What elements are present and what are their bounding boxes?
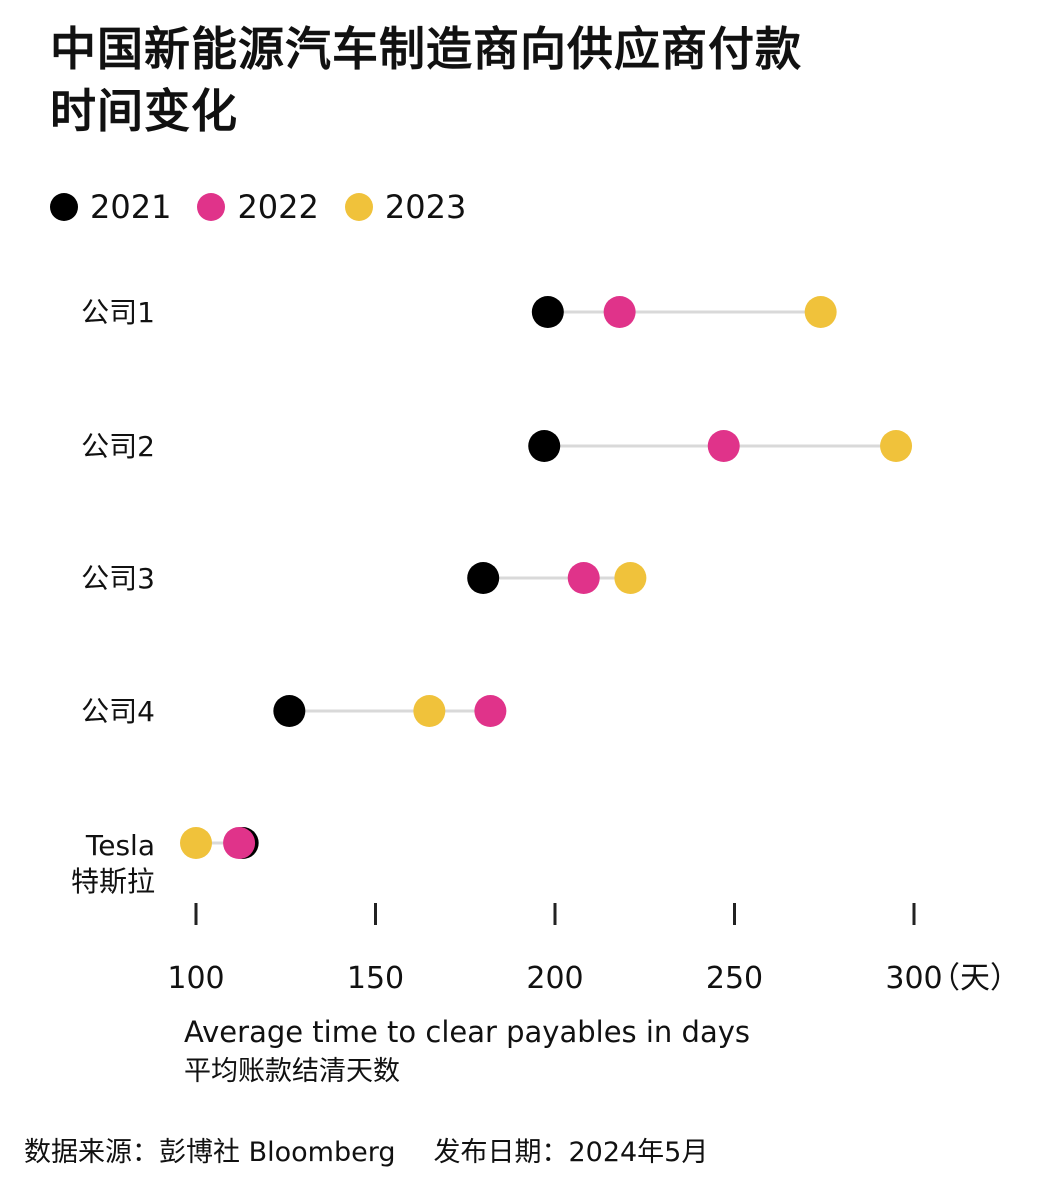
category-label-line: 公司1 <box>81 296 155 329</box>
dot-2022-row-5 <box>223 827 256 859</box>
legend-label-2021: 2021 <box>90 188 172 226</box>
dot-2021-row-3 <box>467 562 500 594</box>
source-text: 数据来源：彭博社 Bloomberg <box>24 1137 396 1168</box>
chart-title-line-1: 中国新能源汽车制造商向供应商付款 <box>50 22 802 76</box>
x-axis-title-en: Average time to clear payables in days <box>184 1015 750 1049</box>
x-tick-label-250: 250 <box>706 961 763 996</box>
chart-title: 中国新能源汽车制造商向供应商付款 时间变化 <box>50 18 950 142</box>
source-footer: 数据来源：彭博社 Bloomberg 发布日期：2024年5月 <box>24 1130 708 1169</box>
category-label-4: 公司4 <box>81 695 155 728</box>
legend-label-2023: 2023 <box>384 188 467 226</box>
x-tick-label-200: 200 <box>526 961 583 996</box>
legend-label-2022: 2022 <box>237 188 319 226</box>
dot-2023-row-5 <box>180 827 212 859</box>
category-label-line: 特斯拉 <box>71 865 155 898</box>
legend-item-2022: 2022 <box>197 188 319 226</box>
x-axis-title: Average time to clear payables in days 平… <box>184 1012 750 1092</box>
dot-2023-row-3 <box>614 562 647 594</box>
legend-dot-2022 <box>197 193 226 221</box>
x-tick-label-100: 100 <box>167 961 224 996</box>
category-label-3: 公司3 <box>81 562 155 595</box>
x-tick-label-300: 300 <box>885 961 942 996</box>
category-label-line: 公司4 <box>81 695 155 728</box>
x-tick-label-150: 150 <box>347 961 404 996</box>
x-axis-title-cn: 平均账款结清天数 <box>184 1056 400 1087</box>
dot-2021-row-4 <box>273 695 306 727</box>
dot-2022-row-1 <box>603 296 636 328</box>
dot-2023-row-2 <box>880 430 913 462</box>
category-label-line: Tesla <box>85 829 155 862</box>
dumbbell-chart: 公司1 公司2 公司3 公司4 Tesla 特斯拉 100 150 200 250 300（天） <box>71 296 1020 996</box>
legend-dot-2021 <box>50 193 78 221</box>
category-label-1: 公司1 <box>81 296 155 329</box>
category-label-5: Tesla 特斯拉 <box>71 829 155 898</box>
category-label-line: 公司2 <box>81 430 155 463</box>
category-label-line: 公司3 <box>81 562 155 595</box>
dot-2021-row-2 <box>528 430 561 462</box>
dot-2022-row-4 <box>474 695 507 727</box>
dot-2023-row-1 <box>804 296 837 328</box>
dot-2022-row-2 <box>707 430 740 462</box>
dot-2021-row-1 <box>531 296 564 328</box>
category-label-2: 公司2 <box>81 430 155 463</box>
x-unit-label: （天） <box>930 961 1020 996</box>
dot-2023-row-4 <box>413 695 446 727</box>
chart-legend: 2021 2022 2023 <box>50 185 466 229</box>
chart-title-line-2: 时间变化 <box>50 84 238 138</box>
legend-item-2023: 2023 <box>344 188 467 226</box>
legend-dot-2023 <box>344 193 373 221</box>
publish-date: 发布日期：2024年5月 <box>433 1137 709 1168</box>
dot-2022-row-3 <box>567 562 600 594</box>
legend-item-2021: 2021 <box>50 188 171 226</box>
